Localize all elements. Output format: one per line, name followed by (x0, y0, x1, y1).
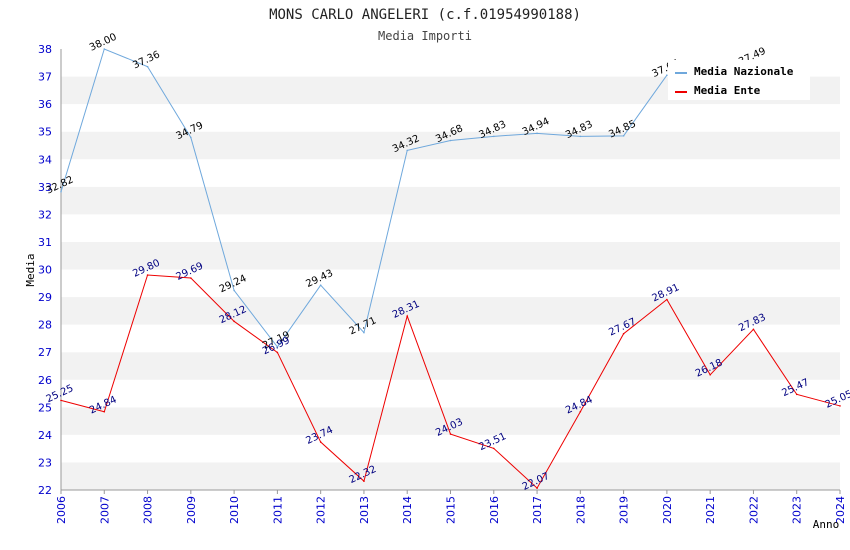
x-tick-label: 2020 (661, 496, 674, 524)
x-axis-label: Anno (813, 518, 840, 531)
data-point-media-ente (752, 328, 755, 331)
data-point-media-ente (709, 373, 711, 376)
x-tick-label: 2024 (834, 496, 847, 524)
background-band (61, 407, 840, 435)
y-tick-label: 25 (38, 401, 52, 414)
data-point-media-ente (795, 393, 798, 396)
data-point-media-ente (449, 433, 452, 435)
x-tick-label: 2022 (747, 496, 760, 524)
y-tick-label: 27 (38, 346, 52, 359)
chart-subtitle: Media Importi (378, 29, 472, 43)
legend: Media Nazionale Media Ente (668, 60, 810, 100)
plot-background-bands (61, 49, 840, 490)
background-band (61, 214, 840, 242)
x-tick-label: 2018 (574, 496, 587, 524)
data-point-media-ente (406, 315, 409, 317)
x-tick-label: 2010 (228, 496, 241, 524)
data-point-media-nazionale (406, 149, 409, 152)
background-band (61, 186, 840, 215)
series-layer (60, 48, 841, 489)
data-point-media-ente (666, 298, 668, 301)
data-point-media-nazionale (449, 139, 452, 142)
data-point-media-nazionale (319, 284, 322, 287)
data-point-media-nazionale (666, 74, 668, 76)
legend-box (668, 60, 810, 100)
background-band (61, 462, 840, 490)
y-axis-ticks: 22 23 24 25 26 27 28 29 30 31 32 33 34 35 36 37 38 (38, 43, 52, 497)
data-point-media-ente (319, 441, 322, 443)
background-band (61, 297, 840, 325)
data-point-media-ente (276, 351, 279, 354)
y-tick-label: 32 (38, 208, 52, 221)
x-axis-ticks: 2006 2007 2008 2009 2010 2011 2012 2013 2014 2015… (55, 490, 847, 524)
y-tick-label: 35 (38, 126, 52, 139)
x-tick-label: 2006 (55, 496, 68, 524)
data-point-media-ente (536, 487, 538, 489)
y-tick-label: 31 (38, 236, 52, 249)
data-point-media-ente (363, 480, 365, 482)
data-point-media-ente (233, 320, 235, 323)
y-tick-label: 36 (38, 98, 52, 111)
x-tick-label: 2014 (401, 496, 414, 524)
data-point-media-ente (190, 277, 192, 279)
data-point-media-ente (60, 399, 62, 402)
y-tick-label: 24 (38, 429, 52, 442)
y-tick-label: 22 (38, 484, 52, 497)
x-tick-label: 2023 (791, 496, 804, 524)
data-point-media-nazionale (363, 331, 365, 334)
data-point-media-nazionale (622, 135, 625, 137)
y-tick-label: 23 (38, 456, 52, 469)
x-tick-label: 2015 (445, 496, 458, 524)
background-band (61, 324, 840, 353)
data-point-media-ente (103, 410, 106, 413)
background-band (61, 269, 840, 298)
data-point-media-nazionale (190, 136, 192, 139)
data-point-media-nazionale (233, 289, 235, 292)
data-point-media-ente (622, 332, 625, 335)
x-tick-label: 2007 (98, 496, 111, 524)
data-point-media-ente (146, 274, 149, 276)
background-band (61, 379, 840, 408)
background-band (61, 159, 840, 187)
x-tick-label: 2008 (142, 496, 155, 524)
x-tick-label: 2013 (358, 496, 371, 524)
x-tick-label: 2011 (271, 496, 284, 524)
data-point-media-nazionale (103, 48, 106, 50)
x-tick-label: 2016 (488, 496, 501, 524)
background-band (61, 241, 840, 270)
data-point-media-nazionale (536, 132, 538, 135)
y-tick-label: 37 (38, 71, 52, 84)
chart-title: MONS CARLO ANGELERI (c.f.01954990188) (269, 7, 581, 23)
background-band (61, 131, 840, 160)
data-point-media-nazionale (492, 135, 495, 138)
background-band (61, 434, 840, 463)
data-point-media-ente (839, 405, 841, 407)
data-point-media-nazionale (146, 65, 149, 68)
legend-label-media-nazionale: Media Nazionale (694, 65, 794, 78)
x-tick-label: 2012 (315, 496, 328, 524)
y-tick-label: 34 (38, 153, 52, 166)
data-point-media-ente (492, 447, 495, 450)
x-tick-label: 2021 (704, 496, 717, 524)
y-tick-label: 33 (38, 181, 52, 194)
y-tick-label: 29 (38, 291, 52, 304)
legend-label-media-ente: Media Ente (694, 84, 761, 97)
y-tick-label: 30 (38, 264, 52, 277)
background-band (61, 104, 840, 132)
data-point-media-nazionale (60, 190, 62, 193)
x-tick-label: 2009 (185, 496, 198, 524)
y-tick-label: 38 (38, 43, 52, 56)
y-tick-label: 26 (38, 374, 52, 387)
x-tick-label: 2017 (531, 496, 544, 524)
data-point-media-nazionale (276, 346, 279, 348)
y-axis-label: Media (24, 253, 37, 286)
y-tick-label: 28 (38, 319, 52, 332)
data-point-media-ente (579, 410, 582, 413)
data-point-media-nazionale (579, 135, 582, 138)
x-tick-label: 2019 (618, 496, 631, 524)
